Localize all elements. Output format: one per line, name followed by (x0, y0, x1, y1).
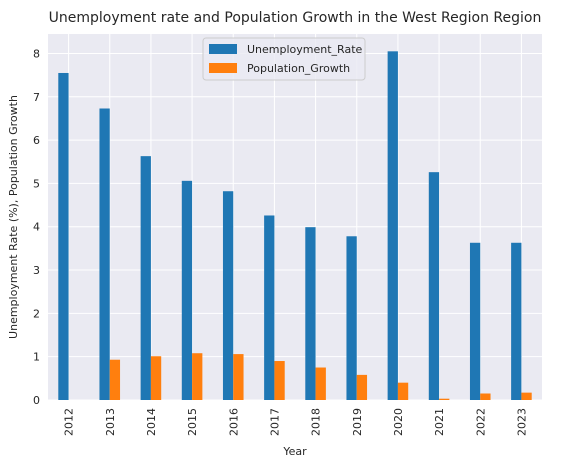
bar (140, 156, 151, 400)
bar (181, 180, 193, 400)
legend-box (202, 37, 366, 81)
bar (264, 215, 275, 400)
bar (233, 354, 244, 400)
x-tick-label: 2019 (351, 408, 364, 436)
legend-swatch-population-growth (209, 63, 237, 73)
legend-label-population-growth: Population_Growth (247, 62, 350, 75)
chart-title: Unemployment rate and Population Growth … (49, 10, 542, 26)
bar (109, 359, 121, 400)
bar (397, 382, 409, 400)
bar (58, 72, 69, 401)
y-tick-label: 3 (33, 264, 40, 277)
x-tick-label: 2018 (310, 408, 323, 436)
legend: Unemployment_Rate Population_Growth (202, 37, 366, 81)
x-tick-label: 2013 (104, 408, 117, 436)
x-tick-label: 2012 (63, 408, 76, 436)
bar (387, 51, 398, 401)
y-tick-label: 7 (33, 91, 40, 104)
bar (315, 367, 326, 400)
bar (469, 242, 481, 400)
x-axis-label: Year (282, 445, 307, 458)
x-tick-label: 2014 (145, 408, 158, 436)
plot-area (48, 34, 542, 400)
bar (521, 392, 532, 400)
x-tick-label: 2022 (474, 408, 487, 436)
bars (58, 51, 532, 401)
y-axis-ticks: 0 1 2 3 4 5 6 7 8 (33, 47, 40, 407)
y-tick-label: 1 (33, 351, 40, 364)
bar (439, 398, 450, 400)
x-tick-label: 2020 (392, 408, 405, 436)
y-tick-label: 8 (33, 47, 40, 60)
x-tick-label: 2023 (515, 408, 528, 436)
bar (346, 236, 357, 400)
bar (480, 393, 491, 400)
y-tick-label: 6 (33, 134, 40, 147)
legend-swatch-unemployment-rate (209, 44, 237, 54)
y-tick-label: 0 (33, 394, 40, 407)
y-axis-label: Unemployment Rate (%), Population Growth (7, 95, 20, 339)
y-tick-label: 5 (33, 177, 40, 190)
bar (356, 374, 368, 400)
x-tick-label: 2021 (433, 408, 446, 436)
bar (150, 356, 162, 400)
bar (99, 108, 110, 401)
bar (192, 353, 203, 400)
bar (222, 191, 234, 400)
bar (511, 242, 522, 400)
bar (428, 172, 440, 400)
bar (274, 361, 285, 400)
x-tick-label: 2015 (186, 408, 199, 436)
x-tick-label: 2016 (227, 408, 240, 436)
y-tick-label: 2 (33, 307, 40, 320)
y-tick-label: 4 (33, 221, 40, 234)
legend-label-unemployment-rate: Unemployment_Rate (247, 43, 363, 56)
x-tick-label: 2017 (268, 408, 281, 436)
x-axis-ticks: 2012 2013 2014 2015 2016 2017 2018 2019 2020 2021… (63, 408, 529, 436)
bar (305, 227, 316, 400)
